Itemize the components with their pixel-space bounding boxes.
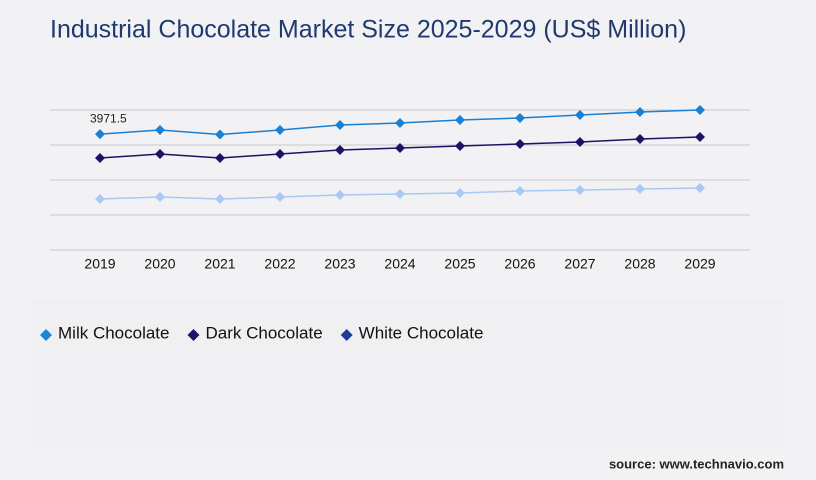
point-marker (515, 139, 525, 150)
point-marker (275, 125, 285, 136)
legend-label: Milk Chocolate (58, 323, 170, 342)
point-marker (575, 109, 585, 120)
x-tick-label: 2022 (264, 256, 295, 272)
point-marker (455, 140, 465, 151)
point-marker (695, 132, 705, 143)
x-tick-label: 2025 (444, 256, 475, 272)
x-tick-label: 2021 (204, 256, 235, 272)
point-marker (155, 192, 165, 203)
point-marker (515, 112, 525, 123)
x-tick-label: 2019 (84, 256, 115, 272)
legend-label: Dark Chocolate (206, 323, 323, 342)
x-tick-label: 2024 (384, 256, 415, 272)
point-marker (95, 153, 105, 164)
x-tick-label: 2020 (144, 256, 175, 272)
point-marker (395, 118, 405, 129)
point-marker (635, 133, 645, 144)
point-marker (95, 193, 105, 204)
data-label: 3971.5 (90, 111, 127, 125)
legend-label: White Chocolate (359, 323, 484, 342)
x-tick-label: 2023 (324, 256, 355, 272)
point-marker (575, 185, 585, 196)
point-marker (155, 125, 165, 136)
x-tick-label: 2028 (624, 256, 655, 272)
point-marker (95, 129, 105, 140)
chart-title: Industrial Chocolate Market Size 2025-20… (50, 16, 686, 44)
point-marker (635, 184, 645, 195)
lower-panel (32, 300, 784, 450)
point-marker (395, 189, 405, 199)
point-marker (695, 105, 705, 115)
point-marker (275, 192, 285, 203)
point-marker (215, 153, 225, 164)
point-marker (515, 185, 525, 196)
point-marker (635, 107, 645, 118)
legend-marker (40, 329, 52, 341)
legend-marker (340, 329, 353, 341)
point-marker (335, 189, 345, 200)
legend-marker (187, 329, 200, 341)
x-tick-label: 2029 (684, 256, 715, 272)
point-marker (335, 144, 345, 155)
point-marker (395, 143, 405, 154)
point-marker (455, 188, 465, 199)
point-marker (215, 193, 225, 204)
point-marker (215, 129, 225, 140)
point-marker (155, 149, 165, 160)
source: source: www.technavio.com (609, 456, 784, 471)
x-tick-label: 2026 (504, 256, 535, 272)
point-marker (455, 115, 465, 126)
point-marker (335, 119, 345, 130)
point-marker (575, 136, 585, 147)
x-tick-label: 2027 (564, 256, 595, 272)
point-marker (275, 149, 285, 160)
point-marker (695, 182, 705, 193)
